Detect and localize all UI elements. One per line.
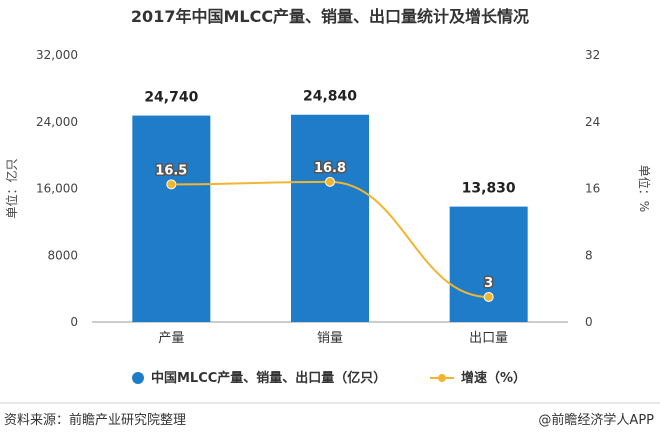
y-left-tick-label: 0 <box>70 315 78 329</box>
y-left-axis-label: 单位：亿只 <box>4 158 19 218</box>
growth-series-line <box>171 180 489 298</box>
brand-credit: @前瞻经济学人APP <box>538 412 654 428</box>
x-tick-label: 产量 <box>158 331 184 346</box>
y-right-tick-label: 16 <box>585 182 600 196</box>
x-tick-label: 出口量 <box>469 331 508 346</box>
legend-bar-label: 中国MLCC产量、销量、出口量（亿只） <box>151 370 386 386</box>
bar <box>132 115 211 322</box>
y-right-tick-label: 8 <box>585 248 593 262</box>
growth-point <box>483 291 494 302</box>
y-left-tick-label: 32,000 <box>36 48 78 62</box>
legend-bar-marker <box>132 372 144 384</box>
chart-title: 2017年中国MLCC产量、销量、出口量统计及增长情况 <box>131 7 529 26</box>
growth-point <box>166 179 177 190</box>
growth-value-label: 16.5 <box>155 163 187 178</box>
y-right-axis-label: 单位：% <box>637 165 652 212</box>
y-right-tick-label: 24 <box>585 115 600 129</box>
bar-value-label: 13,830 <box>462 181 516 197</box>
growth-value-label: 16.8 <box>314 161 346 176</box>
y-right-tick-label: 32 <box>585 48 600 62</box>
growth-value-label: 3 <box>484 276 493 291</box>
y-left-tick-label: 16,000 <box>36 182 78 196</box>
source-note: 资料来源：前瞻产业研究院整理 <box>4 412 186 428</box>
bar <box>291 114 369 323</box>
growth-point <box>325 176 335 187</box>
legend-line-label: 增速（%） <box>461 370 526 386</box>
y-left-tick-label: 8000 <box>47 248 78 262</box>
bar <box>449 206 528 322</box>
bar-value-label: 24,740 <box>144 90 198 106</box>
legend-line-dot <box>438 374 446 382</box>
x-tick-label: 销量 <box>317 331 343 346</box>
y-left-tick-label: 24,000 <box>36 115 78 129</box>
bar-value-label: 24,840 <box>303 89 357 105</box>
y-right-tick-label: 0 <box>585 315 593 329</box>
